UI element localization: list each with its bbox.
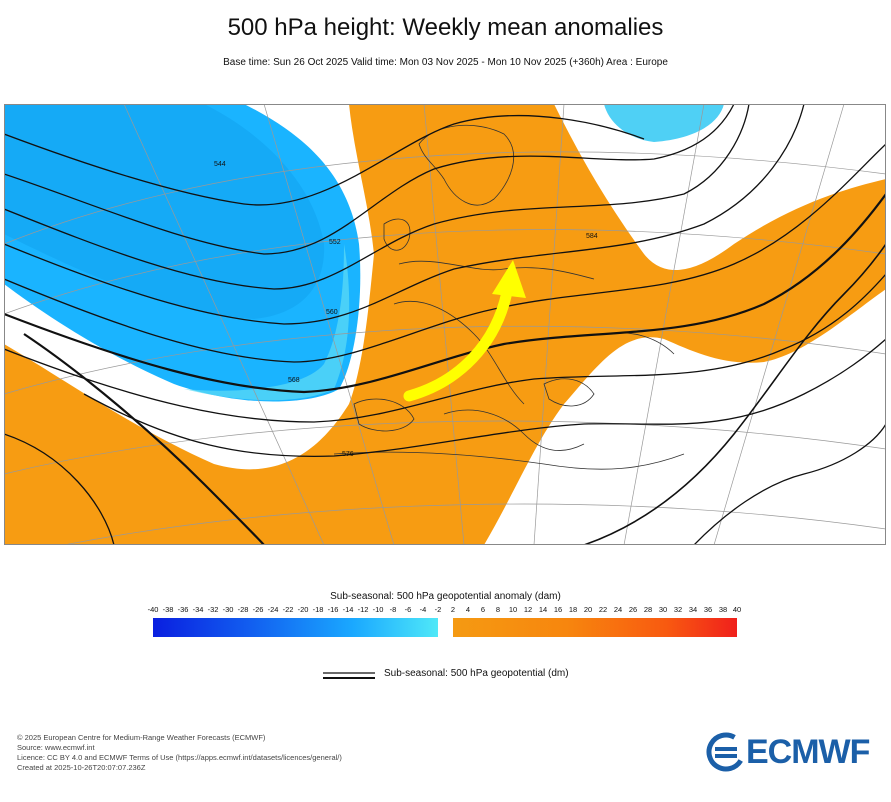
chart-subtitle: Base time: Sun 26 Oct 2025 Valid time: M…: [223, 57, 668, 68]
tick-label: -32: [207, 605, 219, 614]
footer-credits: © 2025 European Centre for Medium-Range …: [17, 733, 342, 773]
ecmwf-logo-icon: [706, 732, 746, 772]
tick-label: 30: [658, 605, 668, 614]
contour-legend-swatch: [323, 672, 375, 679]
tick-label: 14: [538, 605, 548, 614]
tick-label: 38: [718, 605, 728, 614]
colorbar-tick-labels: -40 -38 -36 -34 -32 -30 -28 -26 -24 -22 …: [0, 605, 891, 617]
negative-anomaly-region-west-core: [4, 104, 325, 319]
tick-label: -40: [147, 605, 159, 614]
tick-label: 40: [732, 605, 742, 614]
tick-label: 16: [553, 605, 563, 614]
map-panel: 544 552 560 568 576 584: [4, 104, 886, 545]
tick-label: -4: [419, 605, 427, 614]
tick-label: -24: [267, 605, 279, 614]
footer-line: © 2025 European Centre for Medium-Range …: [17, 733, 266, 742]
contour-label: 552: [329, 239, 341, 246]
tick-label: -10: [372, 605, 384, 614]
tick-label: -28: [237, 605, 249, 614]
tick-label: 8: [495, 605, 501, 614]
tick-label: -8: [389, 605, 397, 614]
negative-anomaly-region-northeast: [604, 104, 724, 142]
tick-label: 18: [568, 605, 578, 614]
contour-label: 560: [326, 309, 338, 316]
footer-line: Source: www.ecmwf.int: [17, 743, 95, 752]
map-svg: 544 552 560 568 576 584: [4, 104, 886, 545]
tick-label: 28: [643, 605, 653, 614]
tick-label: -34: [192, 605, 204, 614]
tick-label: 32: [673, 605, 683, 614]
contour-label: 576: [342, 451, 354, 458]
tick-label: 36: [703, 605, 713, 614]
tick-label: 22: [598, 605, 608, 614]
tick-label: -18: [312, 605, 324, 614]
tick-label: -22: [282, 605, 294, 614]
tick-label: -38: [162, 605, 174, 614]
positive-anomaly-region-main: [4, 104, 886, 545]
tick-label: -26: [252, 605, 264, 614]
tick-label: -16: [327, 605, 339, 614]
contour-label: 544: [214, 161, 226, 168]
tick-label: -20: [297, 605, 309, 614]
tick-label: 2: [450, 605, 456, 614]
ecmwf-logo-text: ECMWF: [746, 733, 870, 771]
colorbar-positive: [453, 618, 737, 637]
tick-label: 12: [523, 605, 533, 614]
footer-line: Licence: CC BY 4.0 and ECMWF Terms of Us…: [17, 753, 342, 762]
chart-title: 500 hPa height: Weekly mean anomalies: [227, 14, 664, 41]
tick-label: -12: [357, 605, 369, 614]
tick-label: 4: [465, 605, 471, 614]
tick-label: -2: [434, 605, 442, 614]
graticule: [4, 104, 886, 545]
tick-label: 20: [583, 605, 593, 614]
tick-label: 10: [508, 605, 518, 614]
tick-label: -14: [342, 605, 354, 614]
tick-label: 24: [613, 605, 623, 614]
contour-label: 568: [288, 377, 300, 384]
tick-label: 6: [480, 605, 486, 614]
tick-label: 34: [688, 605, 698, 614]
coastlines: [333, 124, 685, 470]
tick-label: -30: [222, 605, 234, 614]
contour-legend-label: Sub-seasonal: 500 hPa geopotential (dm): [384, 668, 569, 679]
highlight-arrow: [403, 260, 526, 402]
anomaly-legend-title: Sub-seasonal: 500 hPa geopotential anoma…: [330, 591, 561, 602]
footer-line: Created at 2025-10-26T20:07:07.236Z: [17, 763, 146, 772]
tick-label: 26: [628, 605, 638, 614]
tick-label: -6: [404, 605, 412, 614]
tick-label: -36: [177, 605, 189, 614]
contour-label: 584: [586, 233, 598, 240]
colorbar-negative: [153, 618, 438, 637]
geopotential-contours: [4, 104, 886, 545]
